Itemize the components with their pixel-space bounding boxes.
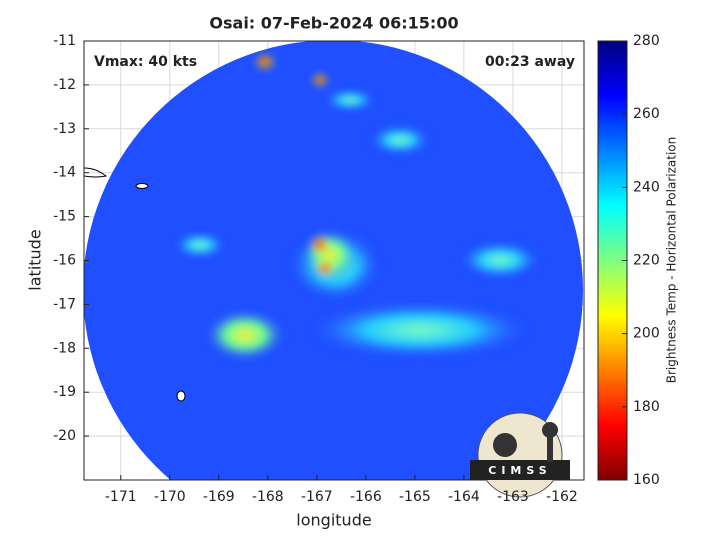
y-tick-label: -18 xyxy=(53,340,76,356)
y-tick-label: -11 xyxy=(53,33,76,49)
y-tick-label: -12 xyxy=(53,77,76,93)
annotation: Vmax: 40 kts xyxy=(94,54,197,70)
y-tick-label: -20 xyxy=(53,428,76,444)
colorbar-tick-label: 160 xyxy=(633,472,660,488)
y-tick-label: -19 xyxy=(53,384,76,400)
y-tick-label: -15 xyxy=(53,209,76,225)
colorbar-tick-label: 240 xyxy=(633,179,660,195)
x-tick-label: -169 xyxy=(203,489,235,505)
colorbar-tick-label: 260 xyxy=(633,106,660,122)
y-axis-label: latitude xyxy=(26,229,45,290)
logo: CIMSS xyxy=(470,412,570,498)
logo-text: CIMSS xyxy=(488,464,551,477)
y-tick-label: -13 xyxy=(53,121,76,137)
y-tick-label: -17 xyxy=(53,296,76,312)
y-tick-label: -14 xyxy=(53,165,76,181)
chart-title: Osai: 07-Feb-2024 06:15:00 xyxy=(209,14,458,33)
colorbar-tick-label: 220 xyxy=(633,253,660,269)
annotation: 00:23 away xyxy=(485,54,575,70)
colorbar-tick-label: 200 xyxy=(633,326,660,342)
satellite-image xyxy=(84,41,583,480)
x-tick-label: -162 xyxy=(546,489,578,505)
y-tick-label: -16 xyxy=(53,253,76,269)
colorbar-tick-label: 280 xyxy=(633,33,660,49)
colorbar-label: Brightness Temp - Horizontal Polarizatio… xyxy=(665,137,679,384)
x-tick-label: -167 xyxy=(301,489,333,505)
x-axis-label: longitude xyxy=(296,511,371,530)
x-tick-label: -163 xyxy=(497,489,529,505)
x-tick-label: -168 xyxy=(252,489,284,505)
colorbar-tick-label: 180 xyxy=(633,399,660,415)
x-tick-label: -170 xyxy=(154,489,186,505)
x-tick-label: -166 xyxy=(350,489,382,505)
x-tick-label: -164 xyxy=(448,489,480,505)
x-tick-label: -171 xyxy=(105,489,137,505)
x-tick-label: -165 xyxy=(399,489,431,505)
